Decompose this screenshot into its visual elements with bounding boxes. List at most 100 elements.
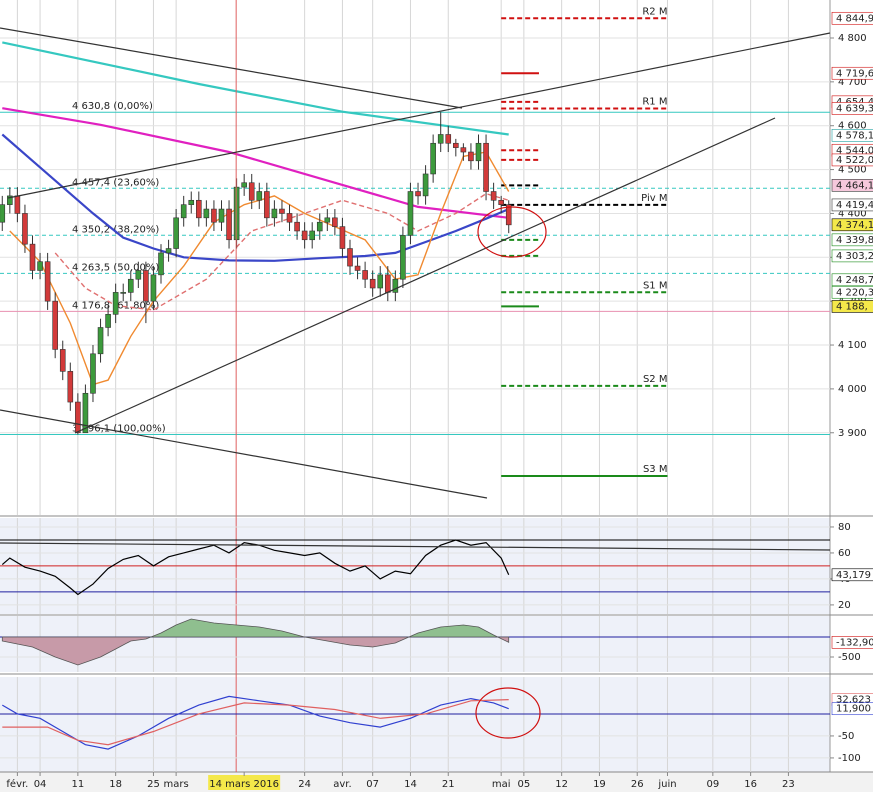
moving-average [1, 133, 510, 262]
candle-body [29, 243, 36, 271]
x-tick-label: févr. [6, 778, 28, 790]
indicator-line [1, 539, 510, 596]
price-tag [831, 66, 873, 80]
highlight-box [208, 775, 281, 790]
x-tick-label: 19 [593, 779, 606, 790]
candle-body [445, 134, 452, 144]
y-tick-label: 60 [838, 548, 851, 559]
pivot-label: R1 M [642, 96, 667, 107]
annotation-circle [477, 206, 547, 258]
candle-body [188, 199, 195, 205]
candle-body [475, 142, 482, 162]
price-tag [831, 233, 873, 247]
candle-body [112, 292, 119, 315]
trend-line [74, 117, 776, 434]
fib-label: 4 350,2 (38,20%) [72, 224, 159, 235]
candle-body [407, 191, 414, 236]
y-tick-label: 4 400 [838, 208, 867, 219]
candle-body [82, 392, 89, 434]
candle-body [158, 252, 164, 276]
candle-body [430, 142, 436, 175]
price-tag [831, 153, 873, 167]
price-tag-label: 4 419,4 [836, 200, 873, 211]
candle-body [180, 204, 187, 219]
candle-body [483, 142, 489, 192]
x-tick-label: 23 [782, 779, 795, 790]
y-tick-label: 4 000 [838, 384, 867, 395]
macd-panel [0, 616, 830, 672]
indicator-line [1, 695, 509, 750]
candle-body [67, 371, 74, 403]
candle-body [309, 230, 315, 241]
panel-content [0, 677, 830, 772]
value-tag [831, 702, 873, 716]
pivot-label: R2 M [642, 6, 667, 17]
candle-body [226, 208, 232, 241]
candle-body [460, 147, 467, 153]
value-tag-label: 43,179 [836, 570, 871, 581]
candle-body [422, 173, 429, 197]
candle-body [384, 274, 391, 293]
x-tick-label: 16 [744, 779, 757, 790]
candle-body [248, 182, 255, 201]
x-tick-label: 18 [109, 779, 122, 790]
panel-content [0, 518, 830, 614]
candle-body [377, 274, 384, 289]
candle-body [264, 191, 270, 219]
trend-line [0, 409, 488, 499]
y-tick-label: -50 [838, 731, 854, 742]
price-tag-label: 4 464,1 [836, 180, 873, 191]
x-tick-label: 26 [631, 779, 644, 790]
candle-body [316, 221, 323, 232]
x-tick-label: 11 [71, 779, 84, 790]
x-tick-label: 12 [555, 779, 568, 790]
trend-line [0, 542, 831, 551]
candle-body [97, 327, 104, 355]
candle-body [301, 230, 308, 241]
pivot-label: S2 M [643, 374, 668, 385]
price-tag-label: 4 522,0 [836, 155, 873, 166]
fib-label: 4 263,5 (50,00%) [72, 262, 159, 273]
price-tag [831, 179, 873, 192]
y-tick-label: 80 [838, 522, 851, 533]
price-tag-label: 4 339,8 [836, 235, 873, 246]
y-tick-label: -100 [838, 753, 861, 764]
x-tick-label: 09 [706, 779, 719, 790]
candle-body [279, 208, 285, 214]
candle-body [294, 221, 300, 232]
candle-body [415, 191, 421, 197]
price-tag-label: 4 719,6 [836, 68, 873, 79]
candle-body [498, 199, 504, 205]
candle-body [44, 261, 51, 302]
panel-content: 4 630,8 (0,00%) 4 457,4 (23,60%) 4 350,2 (… [0, 0, 830, 515]
price-tag [831, 198, 873, 212]
y-tick-label: 4 600 [838, 121, 867, 132]
y-tick-label: 4 700 [838, 77, 867, 88]
pivot-label: S1 M [643, 280, 668, 291]
candle-body [196, 199, 202, 219]
price-tag [831, 285, 873, 299]
price-tag [831, 11, 873, 25]
price-tag-label: 4 639,3 [836, 103, 873, 114]
x-tick-label: 25 [147, 779, 160, 790]
price-tag-label: 4 188, [836, 301, 868, 312]
candle-body [135, 270, 142, 280]
candle-body [490, 191, 497, 201]
candle-body [14, 195, 21, 214]
candle-body [7, 195, 13, 205]
y-tick-label: 3 900 [838, 428, 867, 439]
value-tag-label: -132,90 [836, 637, 873, 648]
candle-body [453, 142, 459, 148]
candle-body [332, 217, 338, 227]
candle-body [143, 270, 149, 302]
price-tag-label: 4 374,1 [836, 220, 873, 231]
candle-body [211, 208, 217, 223]
x-axis [0, 772, 873, 792]
price-tag [831, 273, 873, 287]
fib-label: 4 457,4 (23,60%) [72, 177, 159, 188]
candle-body [120, 292, 127, 294]
trend-line [7, 32, 831, 199]
